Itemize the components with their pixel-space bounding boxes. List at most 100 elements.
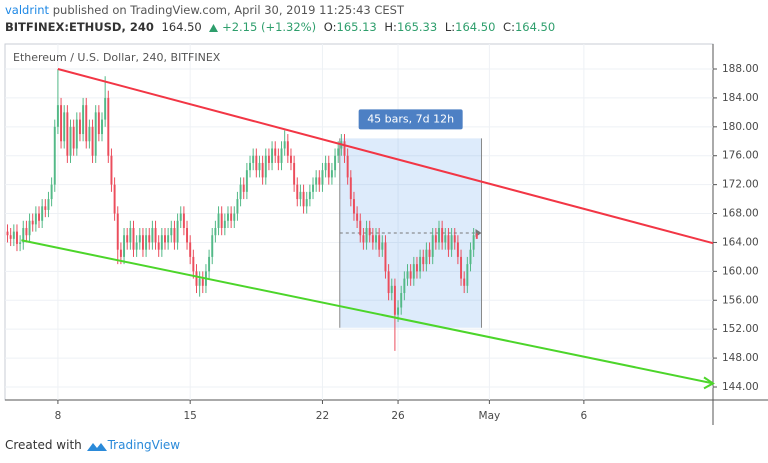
candle-body [403, 278, 406, 294]
candle-body [12, 231, 15, 239]
tv-logo [86, 442, 107, 451]
candle-body [321, 170, 324, 185]
candle-body [349, 177, 352, 200]
candle-body [119, 249, 122, 257]
candle-body [267, 155, 270, 163]
candle-body [182, 213, 185, 228]
candle-body [397, 307, 400, 315]
x-tick-label: 22 [316, 410, 329, 422]
y-tick-label: 176.00 [722, 150, 759, 162]
candle-body [469, 249, 472, 265]
candle-body [438, 227, 440, 243]
candle-body [75, 119, 78, 149]
candle-body [201, 278, 204, 286]
candle-body [227, 213, 229, 221]
candle-body [318, 177, 321, 185]
candle-body [274, 148, 277, 156]
chart-title: Ethereum / U.S. Dollar, 240, BITFINEX [13, 51, 221, 64]
candle-body [208, 256, 211, 272]
low-value: 164.50 [455, 20, 496, 34]
candle-body [305, 199, 308, 207]
chart: 45 bars, 7d 12h Ethereum / U.S. Dollar, … [4, 43, 768, 425]
symbol: BITFINEX:ETHUSD, 240 [5, 20, 154, 34]
candle-body [381, 242, 384, 250]
candle-body [198, 278, 201, 286]
candle-body [217, 213, 220, 228]
candle-body [141, 235, 144, 250]
candle-body [85, 105, 88, 142]
candle-body [352, 199, 355, 214]
close-label: C: [503, 20, 515, 34]
candle-body [428, 249, 431, 257]
candle-body [371, 235, 374, 243]
publish-line: valdrint published on TradingView.com, A… [5, 3, 404, 17]
candle-body [271, 148, 274, 163]
candle-body [31, 220, 34, 225]
candle-body [356, 213, 359, 221]
candle-body [38, 213, 40, 221]
candle-body [186, 227, 189, 243]
candle-body [368, 227, 371, 236]
candle-body [330, 170, 333, 178]
author[interactable]: valdrint [5, 3, 50, 17]
candle-body [78, 119, 81, 135]
y-tick-label: 144.00 [722, 381, 759, 393]
candle-body [41, 206, 44, 221]
candle-body [164, 235, 166, 243]
candle-body [296, 184, 299, 200]
candle-body [393, 285, 396, 315]
candle-body [286, 141, 289, 156]
trend-line [21, 239, 714, 385]
candle-body [280, 148, 283, 163]
candle-body [409, 271, 412, 279]
candle-body [113, 184, 116, 214]
open-value: 165.13 [336, 20, 377, 34]
candle-body [277, 155, 280, 163]
candle-body [447, 235, 450, 250]
brand[interactable]: TradingView [107, 438, 181, 452]
candle-body [472, 235, 475, 250]
candle-body [456, 242, 459, 257]
candle-body [154, 227, 157, 243]
candle-body [324, 162, 327, 171]
candle-body [94, 112, 97, 156]
candle-body [107, 97, 110, 156]
candle-body [91, 126, 94, 156]
candle-body [460, 256, 463, 279]
high-label: H: [384, 20, 397, 34]
candle-body [415, 264, 418, 272]
candle-body [337, 148, 340, 156]
candle-body [258, 162, 261, 171]
candle-body [44, 206, 47, 210]
candle-body [308, 191, 311, 200]
x-tick-label: 8 [55, 410, 62, 422]
candle-body [123, 235, 126, 257]
candle-body [249, 162, 252, 171]
candle-body [346, 155, 349, 178]
candle-body [72, 126, 75, 149]
candle-body [56, 105, 59, 127]
candle-body [170, 227, 173, 236]
y-tick-label: 152.00 [722, 323, 759, 335]
candle-body [110, 155, 113, 185]
candle-body [315, 177, 318, 185]
candle-body [475, 234, 478, 239]
y-tick-label: 172.00 [722, 179, 759, 191]
y-tick-label: 164.00 [722, 236, 759, 248]
candle-body [60, 105, 63, 142]
candle-body [289, 155, 292, 163]
trend-line [57, 68, 714, 245]
candle-body [132, 227, 135, 250]
y-tick-label: 160.00 [722, 265, 759, 277]
candle-body [173, 227, 176, 243]
candle-body [126, 235, 129, 243]
last-price: 164.50 [161, 20, 202, 34]
y-tick-label: 184.00 [722, 92, 759, 104]
high-value: 165.33 [396, 20, 438, 34]
candle-body [261, 162, 264, 178]
low-label: L: [444, 20, 456, 34]
change: +2.15 (+1.32%) [222, 20, 317, 34]
candle-body [434, 235, 437, 243]
candle-body [387, 271, 390, 294]
